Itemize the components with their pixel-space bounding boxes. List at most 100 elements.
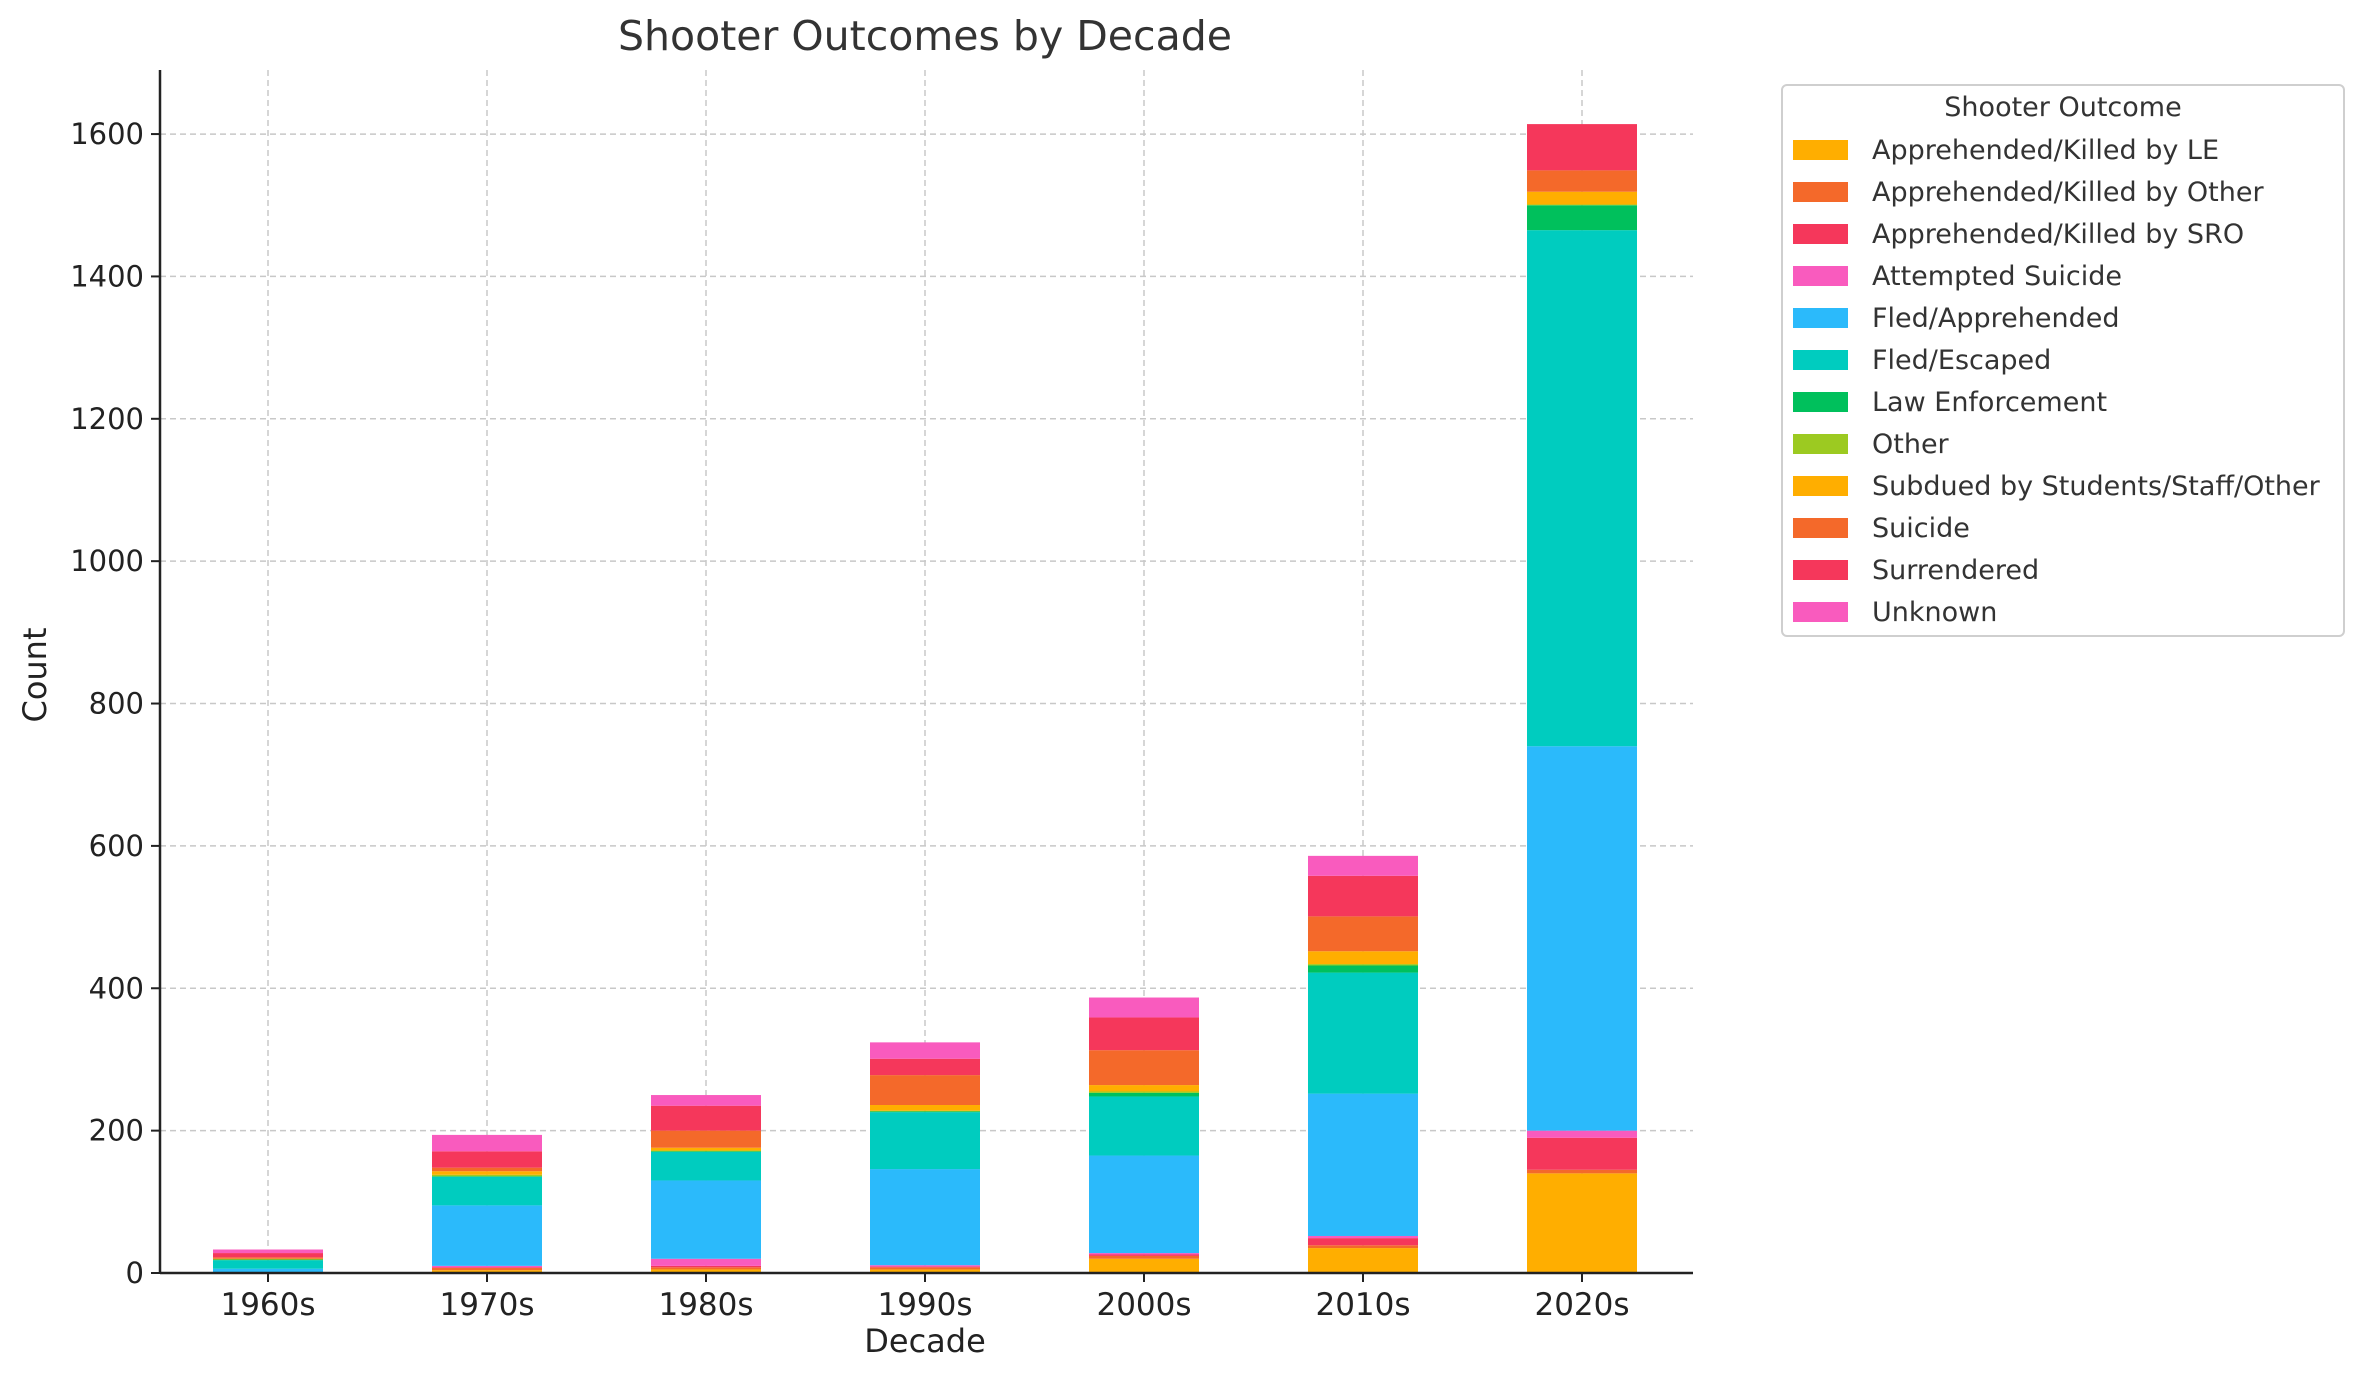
y-tick-label: 1000 [70,544,144,578]
legend-swatch [1793,266,1848,286]
bar-segment [1527,205,1637,231]
y-tick-label: 0 [126,1256,144,1290]
bar-segment [432,1176,542,1177]
axes-layer: 0 200 400 600 800 1000 1200 1400 1600 1960s 1970s 1… [70,70,1693,1323]
legend-swatch [1793,602,1848,622]
bar-segment [870,1110,980,1112]
bar-segment [651,1150,761,1152]
legend-swatch [1793,224,1848,244]
bar-segment [1308,1235,1418,1239]
bar-segment [432,1171,542,1175]
bar-segment [213,1258,323,1260]
y-tick-label: 400 [89,971,144,1005]
bar-segment [651,1269,761,1273]
legend-label: Unknown [1872,597,1997,628]
bar-segment [1308,1245,1418,1249]
bar-segment [1527,230,1637,747]
legend-label: Apprehended/Killed by LE [1872,135,2219,166]
bar-segment [651,1130,761,1148]
bar-segment [1089,1091,1199,1093]
legend-label: Law Enforcement [1872,387,2107,418]
bar-segment [1308,875,1418,917]
legend-swatch [1793,182,1848,202]
bar-segment [1089,1258,1199,1273]
bar-segment [870,1042,980,1059]
legend-label: Fled/Escaped [1872,345,2051,376]
bar-segment [1089,1255,1199,1259]
bar-segment [870,1058,980,1076]
legend-swatch [1793,350,1848,370]
bar-segment [1308,916,1418,952]
bar-segment [1527,170,1637,192]
bar-segment [651,1258,761,1266]
bar-segment [432,1174,542,1177]
bar-segment [1308,951,1418,965]
legend-swatch [1793,476,1848,496]
y-tick-label: 800 [89,687,144,721]
bar-segment [1089,1254,1199,1256]
bar-segment [1089,1155,1199,1254]
x-tick-label: 1960s [220,1287,315,1323]
bar-segment [1308,964,1418,966]
bar-segment [432,1176,542,1206]
bar-segment [213,1268,323,1273]
legend-swatch [1793,434,1848,454]
bar-segment [432,1167,542,1172]
y-tick-label: 1400 [70,259,144,293]
bar-segment [432,1267,542,1269]
bar-segment [870,1169,980,1266]
bar-segment [651,1267,761,1270]
bar-segment [1527,191,1637,205]
bar-segment [651,1151,761,1152]
legend-swatch [1793,308,1848,328]
x-tick-label: 2000s [1096,1287,1191,1323]
bar-segment [651,1180,761,1259]
bar-segment [213,1257,323,1259]
x-tick-label: 1980s [658,1287,753,1323]
bar-segment [1308,965,1418,973]
y-tick-label: 1200 [70,402,144,436]
bar-segment [1308,1238,1418,1246]
bar-segment [651,1265,761,1268]
bar-segment [1527,124,1637,171]
bar-segment [1089,1017,1199,1051]
bar-segment [1527,204,1637,206]
x-tick-label: 1970s [439,1287,534,1323]
bar-segment [1527,1137,1637,1170]
bar-segment [1089,997,1199,1018]
bar-segment [1308,855,1418,876]
bar-segment [432,1268,542,1271]
bar-segment [651,1151,761,1181]
legend-label: Subdued by Students/Staff/Other [1872,471,2321,502]
y-axis-label: Count [16,627,54,722]
bar-segment [870,1267,980,1270]
legend-label: Apprehended/Killed by SRO [1872,219,2244,250]
y-tick-label: 200 [89,1114,144,1148]
bar-segment [1089,1050,1199,1086]
bar-segment [870,1111,980,1113]
bar-segment [870,1266,980,1268]
bar-segment [651,1147,761,1151]
legend-label: Suicide [1872,513,1970,544]
bar-segment [870,1105,980,1111]
legend-swatch [1793,140,1848,160]
bar-segment [213,1259,323,1261]
bar-segment [870,1265,980,1267]
legend-label: Attempted Suicide [1872,261,2122,292]
bar-segment [1089,1085,1199,1092]
bars-layer [213,124,1637,1273]
bar-segment [1089,1253,1199,1255]
legend-swatch [1793,392,1848,412]
legend-label: Fled/Apprehended [1872,303,2119,334]
bar-segment [1527,1173,1637,1273]
chart-title: Shooter Outcomes by Decade [618,12,1232,60]
y-tick-label: 600 [89,829,144,863]
bar-segment [432,1265,542,1268]
x-tick-label: 1990s [877,1287,972,1323]
bar-segment [1527,1169,1637,1174]
bar-segment [1308,1093,1418,1236]
legend-label: Surrendered [1872,555,2039,586]
legend-title: Shooter Outcome [1944,92,2181,123]
